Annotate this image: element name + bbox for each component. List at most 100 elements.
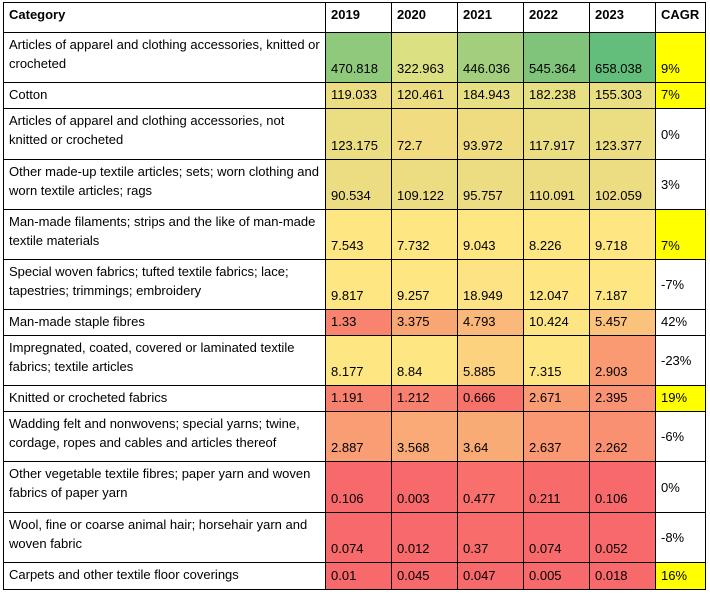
value-cell: 0.074 [523, 512, 590, 563]
value-cell: 7.187 [589, 259, 656, 310]
value-cell: 446.036 [457, 32, 524, 83]
value-cell: 123.175 [325, 108, 392, 160]
value-cell: 2.637 [523, 411, 590, 462]
table-row: Knitted or crocheted fabrics 1.191 1.212 0.… [3, 385, 706, 412]
value-cell: 2.903 [589, 335, 656, 386]
value-cell: 0.211 [523, 461, 590, 513]
table-row: Wool, fine or coarse animal hair; horseh… [3, 512, 706, 563]
value-cell: 322.963 [391, 32, 458, 83]
table-row: Other vegetable textile fibres; paper ya… [3, 461, 706, 513]
cagr-cell: -7% [655, 259, 706, 310]
cagr-cell: -8% [655, 512, 706, 563]
table-row: Carpets and other textile floor covering… [3, 562, 706, 590]
table-row: Other made-up textile articles; sets; wo… [3, 159, 706, 210]
value-cell: 1.212 [391, 385, 458, 412]
value-cell: 72.7 [391, 108, 458, 160]
value-cell: 0.37 [457, 512, 524, 563]
value-cell: 10.424 [523, 309, 590, 336]
table-row: Cotton 119.033 120.461 184.943 182.238 155.30… [3, 82, 706, 109]
column-header: Category [3, 2, 326, 33]
cagr-cell: -23% [655, 335, 706, 386]
cagr-cell: -6% [655, 411, 706, 462]
cagr-cell: 3% [655, 159, 706, 210]
value-cell: 0.045 [391, 562, 458, 590]
value-cell: 8.226 [523, 209, 590, 260]
cagr-cell: 42% [655, 309, 706, 336]
column-header: 2022 [523, 2, 590, 33]
value-cell: 123.377 [589, 108, 656, 160]
table-row: Wadding felt and nonwovens; special yarn… [3, 411, 706, 462]
table-row: Special woven fabrics; tufted textile fa… [3, 259, 706, 310]
value-cell: 109.122 [391, 159, 458, 210]
table-row: Articles of apparel and clothing accesso… [3, 32, 706, 83]
value-cell: 110.091 [523, 159, 590, 210]
category-cell: Cotton [3, 82, 326, 109]
column-header: 2023 [589, 2, 656, 33]
value-cell: 7.315 [523, 335, 590, 386]
value-cell: 184.943 [457, 82, 524, 109]
column-header: 2021 [457, 2, 524, 33]
value-cell: 0.047 [457, 562, 524, 590]
textile-category-table: Category 2019 2020 2021 2022 2023 CAGR A… [3, 2, 706, 590]
value-cell: 1.33 [325, 309, 392, 336]
value-cell: 0.106 [325, 461, 392, 513]
value-cell: 1.191 [325, 385, 392, 412]
value-cell: 0.052 [589, 512, 656, 563]
value-cell: 3.64 [457, 411, 524, 462]
category-cell: Articles of apparel and clothing accesso… [3, 32, 326, 83]
value-cell: 0.012 [391, 512, 458, 563]
value-cell: 90.534 [325, 159, 392, 210]
value-cell: 95.757 [457, 159, 524, 210]
value-cell: 2.887 [325, 411, 392, 462]
value-cell: 0.003 [391, 461, 458, 513]
value-cell: 2.262 [589, 411, 656, 462]
cagr-cell: 19% [655, 385, 706, 412]
value-cell: 5.457 [589, 309, 656, 336]
value-cell: 117.917 [523, 108, 590, 160]
category-cell: Carpets and other textile floor covering… [3, 562, 326, 590]
value-cell: 658.038 [589, 32, 656, 83]
table-body: Articles of apparel and clothing accesso… [3, 32, 706, 590]
table-row: Articles of apparel and clothing accesso… [3, 108, 706, 160]
value-cell: 0.666 [457, 385, 524, 412]
value-cell: 7.732 [391, 209, 458, 260]
value-cell: 545.364 [523, 32, 590, 83]
category-cell: Wool, fine or coarse animal hair; horseh… [3, 512, 326, 563]
category-cell: Impregnated, coated, covered or laminate… [3, 335, 326, 386]
value-cell: 2.395 [589, 385, 656, 412]
category-cell: Other vegetable textile fibres; paper ya… [3, 461, 326, 513]
value-cell: 8.177 [325, 335, 392, 386]
category-cell: Other made-up textile articles; sets; wo… [3, 159, 326, 210]
value-cell: 0.005 [523, 562, 590, 590]
value-cell: 9.817 [325, 259, 392, 310]
value-cell: 470.818 [325, 32, 392, 83]
column-header: 2019 [325, 2, 392, 33]
value-cell: 4.793 [457, 309, 524, 336]
cagr-cell: 0% [655, 108, 706, 160]
value-cell: 102.059 [589, 159, 656, 210]
column-header: 2020 [391, 2, 458, 33]
cagr-cell: 9% [655, 32, 706, 83]
value-cell: 119.033 [325, 82, 392, 109]
value-cell: 0.074 [325, 512, 392, 563]
value-cell: 9.718 [589, 209, 656, 260]
value-cell: 0.018 [589, 562, 656, 590]
cagr-cell: 7% [655, 209, 706, 260]
table-row: Man-made staple fibres 1.33 3.375 4.793 10.4… [3, 309, 706, 336]
table-row: Impregnated, coated, covered or laminate… [3, 335, 706, 386]
value-cell: 0.01 [325, 562, 392, 590]
category-cell: Special woven fabrics; tufted textile fa… [3, 259, 326, 310]
value-cell: 182.238 [523, 82, 590, 109]
value-cell: 9.043 [457, 209, 524, 260]
category-cell: Articles of apparel and clothing accesso… [3, 108, 326, 160]
value-cell: 120.461 [391, 82, 458, 109]
value-cell: 12.047 [523, 259, 590, 310]
value-cell: 0.477 [457, 461, 524, 513]
category-cell: Man-made filaments; strips and the like … [3, 209, 326, 260]
category-cell: Wadding felt and nonwovens; special yarn… [3, 411, 326, 462]
value-cell: 9.257 [391, 259, 458, 310]
header-row: Category 2019 2020 2021 2022 2023 CAGR [3, 2, 706, 33]
value-cell: 2.671 [523, 385, 590, 412]
category-cell: Knitted or crocheted fabrics [3, 385, 326, 412]
value-cell: 0.106 [589, 461, 656, 513]
